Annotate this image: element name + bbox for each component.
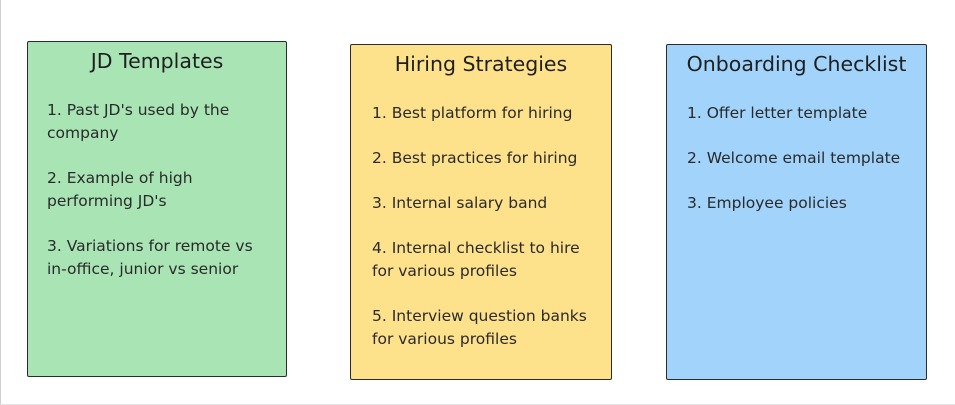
jd-item-3-line-1: 3. Variations for remote vs [47,237,253,255]
hiring-item-4-line-2: for various profiles [372,261,517,280]
onboarding-item-3: 3. Employee policies [687,192,847,215]
hiring-item-5-line-1: 5. Interview question banks [372,307,587,325]
hiring-item-3: 3. Internal salary band [372,192,547,215]
jd-item-1-line-2: company [47,123,119,142]
hiring-item-2-line-1: 2. Best practices for hiring [372,149,578,167]
jd-templates-title: JD Templates [90,49,224,73]
hiring-strategies-card: Hiring Strategies 1. Best platform for h… [350,44,612,380]
onboarding-item-1-line-1: 1. Offer letter template [687,104,868,122]
jd-item-3-line-2: in-office, junior vs senior [47,259,239,278]
hiring-item-1-line-1: 1. Best platform for hiring [372,104,573,122]
onboarding-item-1: 1. Offer letter template [687,102,867,125]
jd-item-1: 1. Past JD's used by the company [47,99,229,144]
onboarding-item-2-line-1: 2. Welcome email template [687,149,901,167]
hiring-item-5-line-2: for various profiles [372,329,517,348]
onboarding-item-3-line-1: 3. Employee policies [687,194,847,212]
hiring-item-4: 4. Internal checklist to hire for variou… [372,237,580,282]
hiring-item-1: 1. Best platform for hiring [372,102,572,125]
hiring-item-4-line-1: 4. Internal checklist to hire [372,239,580,257]
hiring-strategies-title: Hiring Strategies [394,52,568,76]
left-edge-line [0,0,1,405]
jd-item-2: 2. Example of high performing JD's [47,167,193,212]
hiring-item-3-line-1: 3. Internal salary band [372,194,548,212]
onboarding-checklist-title: Onboarding Checklist [686,52,907,76]
jd-item-3: 3. Variations for remote vs in-office, j… [47,235,253,280]
jd-item-2-line-1: 2. Example of high [47,169,193,187]
onboarding-checklist-card: Onboarding Checklist 1. Offer letter tem… [666,44,927,380]
jd-templates-card: JD Templates 1. Past JD's used by the co… [27,41,287,377]
jd-item-2-line-2: performing JD's [47,191,167,210]
hiring-item-5: 5. Interview question banks for various … [372,305,587,350]
onboarding-item-2: 2. Welcome email template [687,147,900,170]
hiring-item-2: 2. Best practices for hiring [372,147,577,170]
jd-item-1-line-1: 1. Past JD's used by the [47,101,230,119]
